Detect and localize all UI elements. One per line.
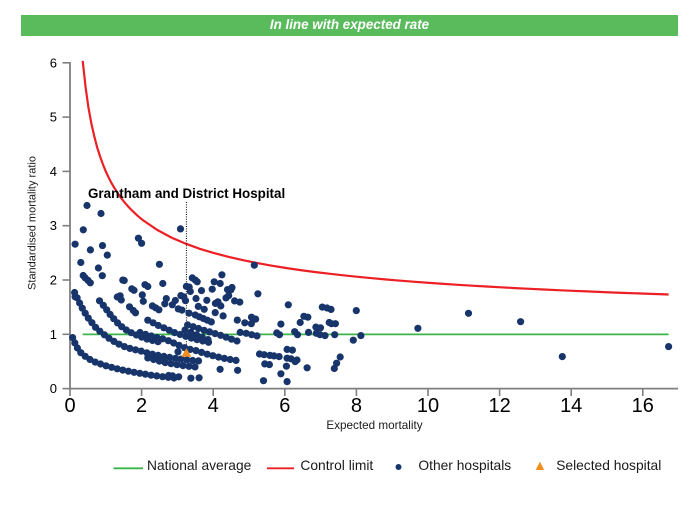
svg-text:10: 10 bbox=[417, 395, 439, 417]
svg-text:National average: National average bbox=[147, 458, 252, 473]
svg-text:5: 5 bbox=[50, 110, 57, 125]
svg-text:0: 0 bbox=[50, 381, 57, 396]
svg-text:Expected mortality: Expected mortality bbox=[326, 419, 422, 432]
svg-text:6: 6 bbox=[279, 395, 290, 417]
svg-text:16: 16 bbox=[632, 395, 654, 417]
svg-text:14: 14 bbox=[560, 395, 582, 417]
svg-text:12: 12 bbox=[488, 395, 510, 417]
svg-text:2: 2 bbox=[50, 273, 57, 288]
svg-text:Other hospitals: Other hospitals bbox=[418, 458, 511, 473]
svg-text:Grantham and District Hospital: Grantham and District Hospital bbox=[88, 186, 285, 201]
svg-text:Control limit: Control limit bbox=[300, 458, 373, 473]
svg-text:6: 6 bbox=[50, 55, 57, 70]
svg-text:1: 1 bbox=[50, 327, 57, 342]
svg-text:Selected hospital: Selected hospital bbox=[556, 458, 661, 473]
svg-text:3: 3 bbox=[50, 218, 57, 233]
svg-text:4: 4 bbox=[50, 164, 57, 179]
svg-text:4: 4 bbox=[208, 395, 219, 417]
svg-text:Standardised mortality ratio: Standardised mortality ratio bbox=[27, 156, 39, 290]
svg-text:2: 2 bbox=[136, 395, 147, 417]
svg-text:0: 0 bbox=[64, 395, 75, 417]
svg-text:8: 8 bbox=[351, 395, 362, 417]
